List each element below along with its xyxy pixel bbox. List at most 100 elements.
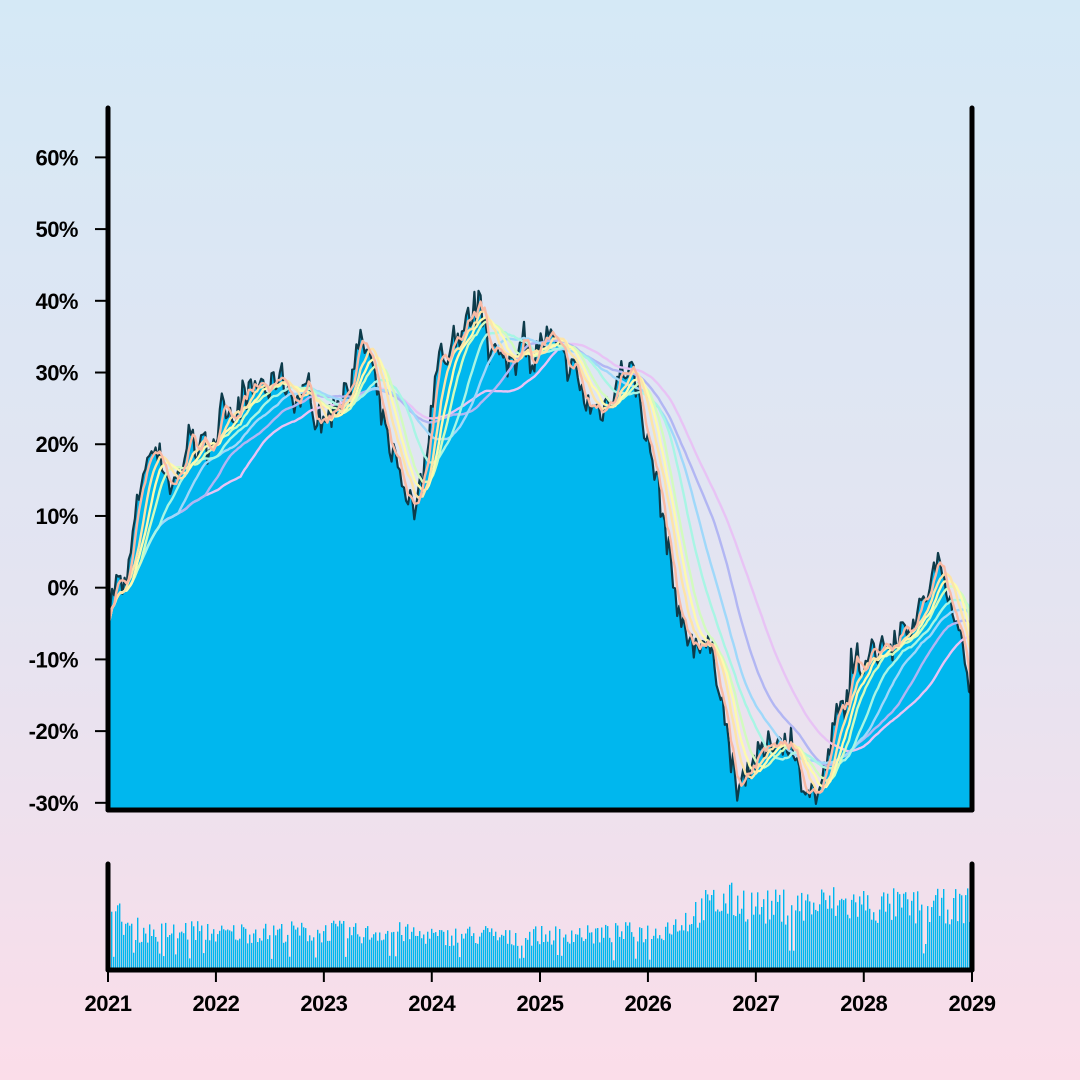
- volume-bar: [933, 900, 935, 970]
- volume-bar: [465, 933, 467, 970]
- volume-bar: [341, 923, 343, 970]
- volume-bar: [823, 892, 825, 970]
- volume-bar: [363, 937, 365, 970]
- volume-bar: [827, 908, 829, 970]
- volume-bar: [537, 941, 539, 970]
- volume-bar: [111, 911, 113, 970]
- volume-bar: [275, 935, 277, 970]
- volume-bar: [311, 940, 313, 970]
- volume-bar: [649, 959, 651, 970]
- volume-bar: [219, 930, 221, 970]
- volume-bar: [361, 943, 363, 970]
- volume-bar: [251, 942, 253, 970]
- volume-bar: [385, 933, 387, 970]
- volume-bar: [193, 926, 195, 970]
- volume-bar: [183, 933, 185, 970]
- volume-bar: [485, 926, 487, 970]
- volume-bar: [903, 893, 905, 970]
- volume-bar: [161, 923, 163, 970]
- volume-bar: [237, 940, 239, 970]
- volume-bar: [511, 944, 513, 970]
- volume-bar: [667, 922, 669, 970]
- moving-average-8m: [108, 336, 972, 765]
- volume-bar: [441, 930, 443, 970]
- volume-bar: [433, 932, 435, 970]
- volume-bar: [781, 921, 783, 970]
- volume-bar: [813, 902, 815, 970]
- volume-bar: [527, 939, 529, 970]
- volume-bar: [883, 892, 885, 970]
- volume-bar: [873, 912, 875, 970]
- volume-bar: [553, 940, 555, 970]
- volume-bar: [615, 923, 617, 970]
- x-tick-label: 2021: [85, 991, 132, 1016]
- volume-bar: [443, 931, 445, 970]
- volume-bar: [517, 945, 519, 970]
- volume-bar: [925, 944, 927, 970]
- volume-bar: [691, 924, 693, 970]
- volume-bar: [393, 931, 395, 970]
- volume-bar: [869, 908, 871, 970]
- volume-bar: [599, 942, 601, 970]
- volume-bar: [631, 932, 633, 970]
- volume-bar: [411, 931, 413, 970]
- volume-bar: [881, 896, 883, 970]
- volume-bar: [575, 934, 577, 970]
- volume-bar: [749, 950, 751, 970]
- volume-bar: [633, 936, 635, 970]
- volume-bar: [409, 939, 411, 970]
- volume-bar: [489, 932, 491, 970]
- volume-bar: [829, 895, 831, 970]
- volume-bar: [335, 923, 337, 970]
- volume-bar: [215, 941, 217, 970]
- volume-bar: [523, 957, 525, 970]
- volume-bar: [853, 894, 855, 970]
- volume-bar: [877, 922, 879, 970]
- volume-bar: [503, 935, 505, 970]
- volume-bar: [879, 909, 881, 970]
- volume-bar: [585, 938, 587, 970]
- volume-bar: [913, 892, 915, 970]
- volume-bar: [127, 922, 129, 970]
- volume-bar: [857, 916, 859, 970]
- volume-bar: [113, 956, 115, 970]
- volume-bar: [923, 953, 925, 970]
- volume-bar: [695, 902, 697, 970]
- volume-bar: [505, 930, 507, 970]
- y-tick-label: 50%: [35, 217, 78, 242]
- volume-bar: [151, 936, 153, 970]
- volume-bar: [159, 953, 161, 970]
- volume-bar: [731, 882, 733, 970]
- volume-bar: [745, 921, 747, 970]
- volume-bar: [133, 952, 135, 970]
- volume-bar: [229, 930, 231, 970]
- volume-bar: [799, 911, 801, 970]
- volume-bar: [167, 937, 169, 970]
- volume-bar: [719, 911, 721, 970]
- volume-bar: [349, 927, 351, 970]
- volume-bar: [413, 927, 415, 970]
- volume-bar: [533, 929, 535, 970]
- volume-bar: [751, 892, 753, 970]
- volume-bar: [701, 898, 703, 970]
- volume-bar: [217, 934, 219, 970]
- volume-bar: [297, 927, 299, 970]
- volume-bar: [419, 931, 421, 970]
- volume-bar: [295, 929, 297, 970]
- volume-bar: [145, 933, 147, 970]
- volume-bar: [375, 932, 377, 970]
- volume-bar: [929, 922, 931, 970]
- volume-bar: [467, 928, 469, 970]
- volume-bar: [899, 894, 901, 970]
- volume-bar: [831, 908, 833, 970]
- volume-bar: [821, 889, 823, 970]
- x-tick-label: 2025: [517, 991, 564, 1016]
- volume-bar: [201, 925, 203, 970]
- volume-bar: [259, 938, 261, 970]
- volume-bar: [331, 923, 333, 970]
- volume-bar: [323, 931, 325, 970]
- volume-bar: [223, 929, 225, 970]
- volume-bar: [347, 938, 349, 970]
- price-plot-area: [108, 289, 972, 810]
- volume-bar: [587, 925, 589, 970]
